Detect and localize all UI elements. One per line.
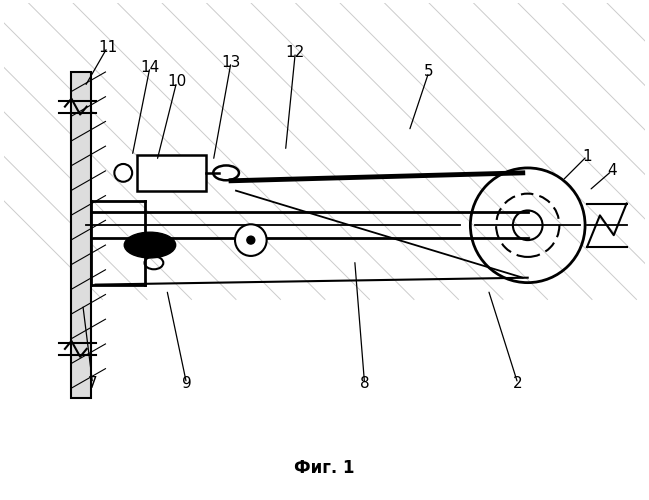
Text: 14: 14 xyxy=(140,60,160,74)
Text: Фиг. 1: Фиг. 1 xyxy=(294,458,354,476)
Bar xyxy=(71,72,91,398)
Text: 9: 9 xyxy=(182,376,191,391)
Text: 13: 13 xyxy=(221,54,241,70)
Text: 10: 10 xyxy=(167,74,186,90)
Text: 8: 8 xyxy=(360,376,369,391)
Bar xyxy=(137,155,206,190)
Text: 12: 12 xyxy=(286,44,305,60)
Text: 2: 2 xyxy=(513,376,522,391)
Circle shape xyxy=(247,236,255,244)
Text: 1: 1 xyxy=(582,148,592,164)
Text: 7: 7 xyxy=(88,376,97,391)
Text: 11: 11 xyxy=(98,40,117,55)
Text: 4: 4 xyxy=(607,164,617,178)
Circle shape xyxy=(235,224,267,256)
Text: 5: 5 xyxy=(424,64,434,80)
Ellipse shape xyxy=(124,232,176,258)
